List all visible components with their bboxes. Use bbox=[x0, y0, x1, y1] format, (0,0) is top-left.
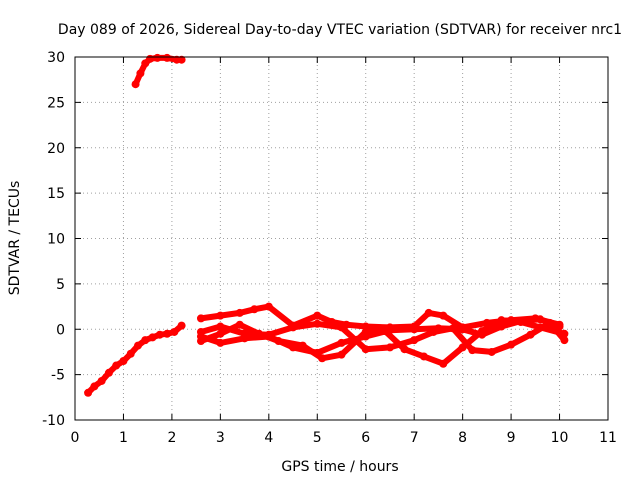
data-point bbox=[216, 338, 225, 347]
y-tick-label: -10 bbox=[42, 413, 65, 429]
data-point bbox=[196, 332, 205, 341]
data-point bbox=[434, 324, 443, 333]
data-point bbox=[439, 311, 448, 320]
data-point bbox=[385, 326, 394, 335]
data-point bbox=[170, 327, 179, 336]
x-tick-label: 1 bbox=[119, 430, 128, 446]
x-tick-label: 3 bbox=[216, 430, 225, 446]
y-tick-label: 25 bbox=[47, 95, 65, 111]
data-point bbox=[516, 317, 525, 326]
data-point bbox=[250, 305, 259, 314]
data-point bbox=[153, 53, 162, 62]
data-point bbox=[526, 330, 535, 339]
data-point bbox=[90, 382, 99, 391]
data-point bbox=[361, 345, 370, 354]
y-tick-label: 20 bbox=[47, 141, 65, 157]
y-tick-label: 15 bbox=[47, 186, 65, 202]
y-tick-label: 0 bbox=[56, 322, 65, 338]
data-point bbox=[507, 340, 516, 349]
y-axis-ticks: -10 -5 0 5 10 15 20 25 30 bbox=[42, 50, 608, 429]
data-point bbox=[458, 325, 467, 334]
data-point bbox=[155, 330, 164, 339]
x-tick-label: 7 bbox=[410, 430, 419, 446]
y-tick-label: 10 bbox=[47, 232, 65, 248]
data-point bbox=[141, 336, 150, 345]
data-point bbox=[84, 388, 93, 397]
data-point bbox=[560, 336, 569, 345]
data-point bbox=[385, 343, 394, 352]
data-point bbox=[119, 357, 128, 366]
data-point bbox=[240, 334, 249, 343]
x-tick-label: 2 bbox=[167, 430, 176, 446]
data-point bbox=[163, 53, 172, 62]
data-point bbox=[104, 368, 113, 377]
x-tick-label: 8 bbox=[458, 430, 467, 446]
data-point bbox=[424, 308, 433, 317]
data-point bbox=[478, 330, 487, 339]
data-point bbox=[419, 352, 428, 361]
data-point bbox=[313, 348, 322, 357]
data-point bbox=[146, 54, 155, 63]
data-point bbox=[468, 346, 477, 355]
y-tick-label: 5 bbox=[56, 277, 65, 293]
data-point bbox=[337, 350, 346, 359]
data-point bbox=[126, 349, 135, 358]
data-point bbox=[361, 332, 370, 341]
data-point bbox=[163, 329, 172, 338]
data-point bbox=[337, 323, 346, 332]
x-tick-label: 0 bbox=[71, 430, 80, 446]
data-point bbox=[497, 322, 506, 331]
x-tick-label: 6 bbox=[361, 430, 370, 446]
data-point bbox=[264, 332, 273, 341]
plot-frame bbox=[74, 56, 609, 421]
data-point bbox=[289, 343, 298, 352]
data-point bbox=[177, 321, 186, 330]
data-point bbox=[235, 320, 244, 329]
data-point bbox=[133, 341, 142, 350]
data-point bbox=[410, 336, 419, 345]
grid-lines bbox=[75, 57, 608, 420]
data-point bbox=[131, 80, 140, 89]
data-point bbox=[216, 329, 225, 338]
data-point bbox=[216, 322, 225, 331]
data-point bbox=[555, 322, 564, 331]
chart-title: Day 089 of 2026, Sidereal Day-to-day VTE… bbox=[58, 22, 622, 38]
data-point bbox=[497, 316, 506, 325]
x-axis-label: GPS time / hours bbox=[281, 459, 398, 475]
data-point bbox=[196, 314, 205, 323]
data-point bbox=[97, 376, 106, 385]
data-point bbox=[410, 325, 419, 334]
data-point bbox=[136, 69, 145, 78]
y-axis-label: SDTVAR / TECUs bbox=[7, 181, 23, 296]
data-point bbox=[400, 345, 409, 354]
data-point bbox=[177, 55, 186, 64]
y-tick-label: 30 bbox=[47, 50, 65, 66]
data-point bbox=[313, 319, 322, 328]
x-tick-label: 10 bbox=[551, 430, 569, 446]
data-point bbox=[337, 338, 346, 347]
data-point bbox=[536, 315, 545, 324]
data-point bbox=[313, 311, 322, 320]
data-point bbox=[148, 333, 157, 342]
data-point bbox=[289, 323, 298, 332]
data-point bbox=[487, 347, 496, 356]
data-point bbox=[216, 311, 225, 320]
data-point bbox=[318, 354, 327, 363]
data-point bbox=[235, 308, 244, 317]
data-point bbox=[112, 361, 121, 370]
data-point bbox=[264, 302, 273, 311]
y-tick-label: -5 bbox=[51, 368, 65, 384]
x-tick-label: 4 bbox=[264, 430, 273, 446]
x-tick-label: 9 bbox=[507, 430, 516, 446]
x-tick-label: 11 bbox=[599, 430, 617, 446]
x-tick-label: 5 bbox=[313, 430, 322, 446]
data-series bbox=[84, 53, 569, 397]
x-axis-ticks: 0 1 2 3 4 5 6 7 8 9 10 11 bbox=[71, 57, 617, 446]
data-point bbox=[439, 359, 448, 368]
